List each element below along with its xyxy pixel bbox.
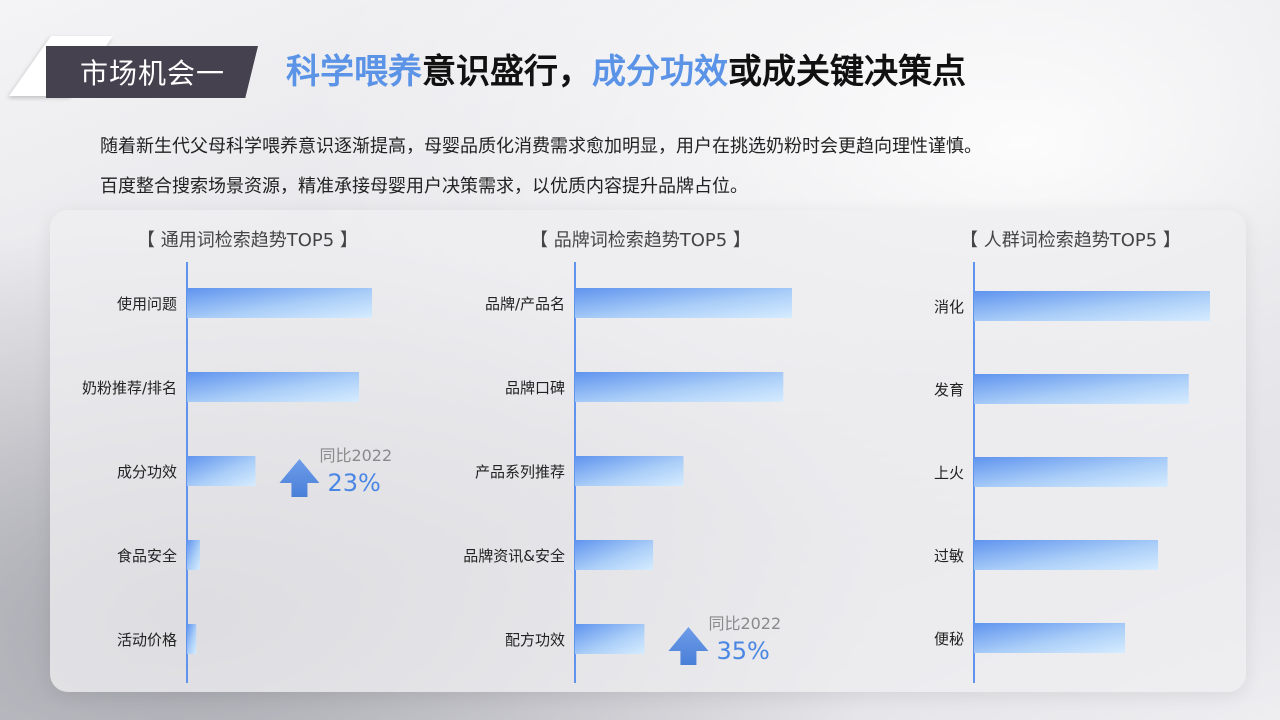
chart-1-bar-1 bbox=[575, 372, 784, 402]
description-line-1: 随着新生代父母科学喂养意识逐渐提高，母婴品质化消费需求愈加明显，用户在挑选奶粉时… bbox=[100, 136, 982, 157]
chart-2-category-label-2: 上火 bbox=[934, 464, 964, 482]
chart-2-bar-0 bbox=[974, 291, 1210, 321]
up-arrow-icon bbox=[668, 627, 709, 665]
chart-0-category-label-0: 使用问题 bbox=[117, 295, 177, 313]
chart-1-category-label-3: 品牌资讯&安全 bbox=[463, 547, 565, 565]
chart-1-bar-3 bbox=[575, 540, 654, 570]
chart-2-bar-4 bbox=[974, 623, 1126, 653]
chart-0-bar-4 bbox=[187, 624, 197, 654]
chart-1-category-label-0: 品牌/产品名 bbox=[485, 295, 565, 313]
chart-2-category-label-3: 过敏 bbox=[934, 547, 964, 565]
chart-0-yoy-annotation: 同比2022 23% bbox=[279, 446, 392, 497]
chart-0-bar-1 bbox=[187, 372, 360, 402]
chart-1-bar-4 bbox=[575, 624, 645, 654]
chart-0-category-label-4: 活动价格 bbox=[117, 631, 177, 649]
chart-1-category-label-1: 品牌口碑 bbox=[505, 379, 565, 397]
chart-1-bar-2 bbox=[575, 456, 684, 486]
title-part-1: 科学喂养 bbox=[286, 52, 422, 92]
chart-0-category-label-1: 奶粉推荐/排名 bbox=[82, 379, 177, 397]
chart-1-category-label-4: 配方功效 bbox=[505, 631, 565, 649]
chart-2-bar-1 bbox=[974, 374, 1189, 404]
chart-title-general: 【 通用词检索趋势TOP5 】 bbox=[137, 230, 358, 251]
chart-0-yoy-label: 同比2022 bbox=[319, 446, 392, 465]
chart-2-category-label-4: 便秘 bbox=[934, 630, 964, 648]
chart-2-bar-3 bbox=[974, 540, 1159, 570]
chart-2-bar-2 bbox=[974, 457, 1168, 487]
title-part-4: 或成关键决策点 bbox=[728, 52, 966, 92]
chart-1-yoy-value: 35% bbox=[716, 637, 769, 665]
page-title: 科学喂养意识盛行，成分功效或成关键决策点 bbox=[286, 46, 966, 98]
chart-1-yoy-annotation: 同比2022 35% bbox=[668, 614, 781, 665]
description-line-2: 百度整合搜索场景资源，精准承接母婴用户决策需求，以优质内容提升品牌占位。 bbox=[100, 176, 748, 197]
chart-0-bar-2 bbox=[187, 456, 256, 486]
chart-0-category-label-3: 食品安全 bbox=[117, 547, 177, 565]
section-tag-label: 市场机会一 bbox=[80, 57, 226, 90]
chart-2-category-label-0: 消化 bbox=[934, 298, 964, 316]
chart-0-yoy-value: 23% bbox=[327, 469, 380, 497]
up-arrow-icon bbox=[279, 459, 320, 497]
chart-title-brand: 【 品牌词检索趋势TOP5 】 bbox=[530, 230, 751, 251]
chart-title-audience: 【 人群词检索趋势TOP5 】 bbox=[960, 230, 1181, 251]
chart-0-bar-0 bbox=[187, 288, 372, 318]
title-part-3: 成分功效 bbox=[592, 52, 728, 92]
chart-0-category-label-2: 成分功效 bbox=[117, 463, 177, 481]
chart-1-bar-0 bbox=[575, 288, 792, 318]
title-part-2: 意识盛行， bbox=[422, 52, 592, 92]
chart-2-category-label-1: 发育 bbox=[934, 381, 964, 399]
chart-1-category-label-2: 产品系列推荐 bbox=[475, 463, 565, 481]
chart-0-bar-3 bbox=[187, 540, 200, 570]
section-tag bbox=[46, 46, 258, 98]
chart-1-yoy-label: 同比2022 bbox=[708, 614, 781, 633]
